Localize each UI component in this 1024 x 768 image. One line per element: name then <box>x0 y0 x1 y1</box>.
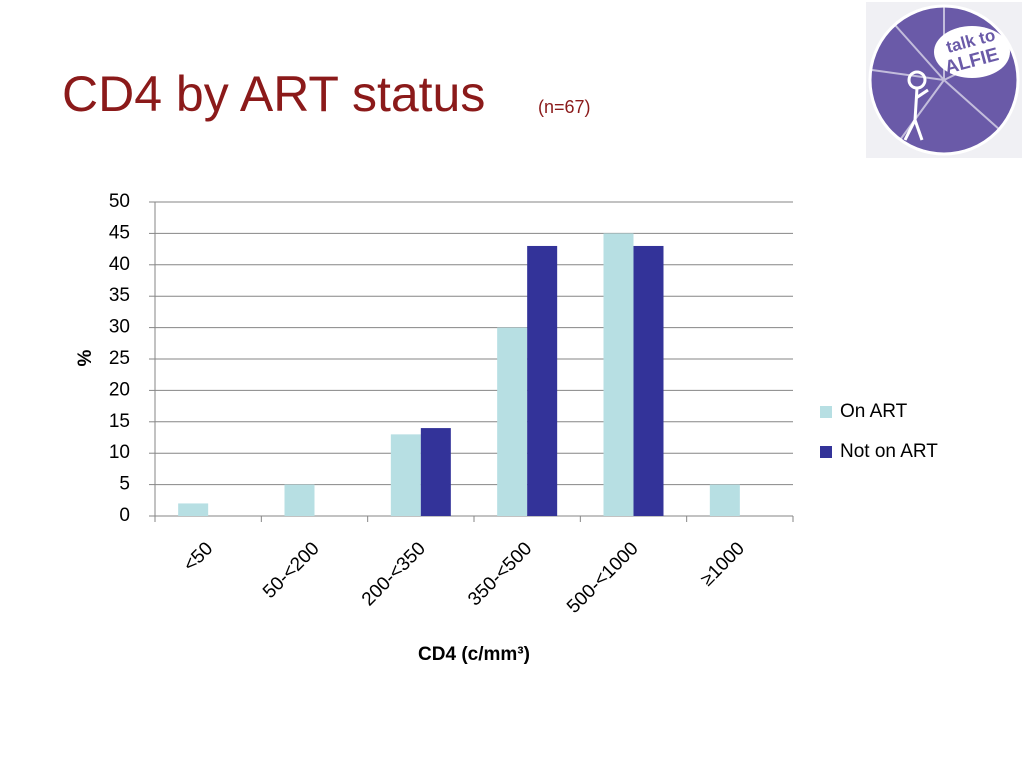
bar <box>709 484 740 516</box>
y-tick-label: 15 <box>109 411 130 432</box>
x-tick-label: 500-<1000 <box>563 538 642 617</box>
bar <box>603 233 634 516</box>
x-tick-label: 200-<350 <box>358 538 430 610</box>
bar <box>633 245 664 516</box>
y-tick-label: 0 <box>119 505 130 526</box>
y-axis-title: % <box>75 349 96 366</box>
logo-bubble <box>934 26 1010 78</box>
x-tick-label: <50 <box>180 538 218 576</box>
legend-label: Not on ART <box>840 441 938 462</box>
legend-swatch <box>820 406 832 418</box>
chart-subtitle: (n=67) <box>538 97 591 117</box>
y-tick-label: 20 <box>109 379 130 400</box>
y-tick-label: 50 <box>109 191 130 212</box>
y-tick-label: 25 <box>109 348 130 369</box>
bar <box>497 327 528 516</box>
x-axis-title: CD4 (c/mm³) <box>418 644 530 665</box>
bar <box>178 503 209 516</box>
bar <box>527 245 558 516</box>
x-tick-label: 50-<200 <box>259 538 324 603</box>
logo-figure <box>903 70 929 141</box>
y-tick-label: 45 <box>109 222 130 243</box>
y-tick-label: 30 <box>109 317 130 338</box>
y-tick-label: 40 <box>109 254 130 275</box>
y-tick-label: 5 <box>119 474 130 495</box>
bar <box>284 484 315 516</box>
chart-title: CD4 by ART status <box>62 66 485 122</box>
bar <box>420 428 451 516</box>
y-tick-label: 35 <box>109 285 130 306</box>
legend-label: On ART <box>840 401 908 422</box>
y-tick-label: 10 <box>109 442 130 463</box>
logo: talk to ALFIE <box>866 2 1022 158</box>
x-tick-label: ≥1000 <box>697 538 749 590</box>
bar <box>390 434 421 516</box>
x-tick-label: 350-<500 <box>464 538 536 610</box>
legend-swatch <box>820 446 832 458</box>
